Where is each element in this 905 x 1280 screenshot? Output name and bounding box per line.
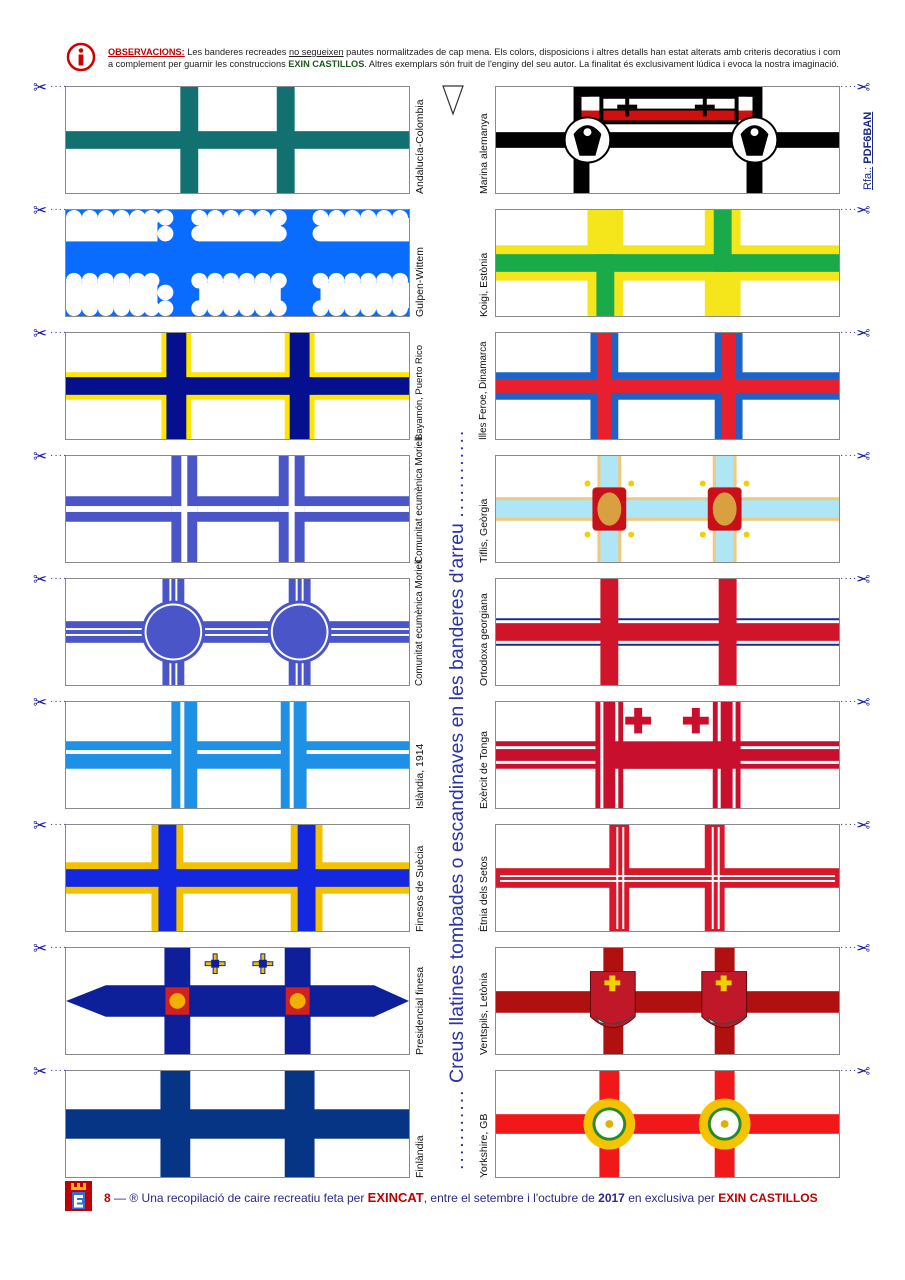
scissors-icon: ✂ bbox=[33, 1062, 48, 1081]
cut-line: ···· bbox=[840, 204, 858, 215]
flag-label: Tiflis, Geòrgia bbox=[478, 498, 490, 563]
footer-credits: 8 — ® Una recopilació de caire recreatiu… bbox=[104, 1190, 818, 1205]
flag-ortodoxa-georgiana bbox=[495, 578, 840, 686]
observations-label: OBSERVACIONS: bbox=[108, 47, 185, 57]
flag-morieli-1 bbox=[65, 455, 410, 563]
page-number: 8 bbox=[104, 1191, 111, 1205]
flag-label: Finlàndia bbox=[414, 1135, 426, 1178]
cut-line: ···· bbox=[840, 450, 858, 461]
flag-andalucia-colombia bbox=[65, 86, 410, 194]
scissors-icon: ✂ bbox=[856, 447, 871, 466]
exin-castillos-logo bbox=[65, 1181, 92, 1211]
flag-label: Comunitat ecumènica Morieli bbox=[414, 559, 425, 686]
scissors-icon: ✂ bbox=[856, 324, 871, 343]
flag-label: Ventspils, Letònia bbox=[478, 972, 490, 1055]
cut-line: ···· bbox=[50, 204, 68, 215]
flag-label: Exèrcit de Tonga bbox=[478, 730, 490, 809]
flag-label: Marina alemanya bbox=[478, 113, 490, 194]
flag-bayamon bbox=[65, 332, 410, 440]
flag-label: Islàndia, 1914 bbox=[414, 743, 426, 809]
flag-label: Andalucía-Colombia bbox=[414, 99, 426, 194]
flag-exercit-tonga bbox=[495, 701, 840, 809]
flag-marina-alemanya bbox=[495, 86, 840, 194]
cut-line: ···· bbox=[840, 819, 858, 830]
cut-line: ···· bbox=[50, 1065, 68, 1076]
scissors-icon: ✂ bbox=[33, 324, 48, 343]
cut-line: ···· bbox=[50, 573, 68, 584]
scissors-icon: ✂ bbox=[856, 693, 871, 712]
scissors-icon: ✂ bbox=[856, 939, 871, 958]
flag-koigi bbox=[495, 209, 840, 317]
info-circle-icon bbox=[66, 42, 96, 72]
cut-line: ···· bbox=[50, 696, 68, 707]
flag-label: Ortodoxa georgiana bbox=[478, 593, 490, 686]
scissors-icon: ✂ bbox=[856, 570, 871, 589]
cut-line: ···· bbox=[840, 1065, 858, 1076]
scissors-icon: ✂ bbox=[33, 570, 48, 589]
cut-line: ···· bbox=[50, 942, 68, 953]
flag-label: Finesos de Suècia bbox=[414, 845, 426, 932]
triangle-marker-icon bbox=[442, 85, 464, 116]
flag-illes-feroe bbox=[495, 332, 840, 440]
cut-line: ···· bbox=[50, 327, 68, 338]
cut-line: ···· bbox=[50, 819, 68, 830]
scissors-icon: ✂ bbox=[33, 816, 48, 835]
flag-label: Ètnia dels Setos bbox=[478, 856, 490, 932]
scissors-icon: ✂ bbox=[33, 78, 48, 97]
cut-line: ···· bbox=[50, 81, 68, 92]
flag-presidencial-finesa bbox=[65, 947, 410, 1055]
scissors-icon: ✂ bbox=[856, 1062, 871, 1081]
flag-islandia-1914 bbox=[65, 701, 410, 809]
flag-ventspils bbox=[495, 947, 840, 1055]
flag-label: Bayamón, Puerto Rico bbox=[414, 344, 425, 440]
flag-label: Illes Feroe, Dinamarca bbox=[478, 341, 489, 440]
cut-line: ···· bbox=[840, 81, 858, 92]
cut-line: ···· bbox=[840, 696, 858, 707]
flag-label: Presidencial finesa bbox=[414, 966, 426, 1055]
flag-finlandia bbox=[65, 1070, 410, 1178]
scissors-icon: ✂ bbox=[33, 447, 48, 466]
flag-label: Yorkshire, GB bbox=[478, 1113, 490, 1178]
flag-label: Gulpen-Wittem bbox=[414, 246, 426, 317]
cut-line: ···· bbox=[840, 573, 858, 584]
flag-finesos-suecia bbox=[65, 824, 410, 932]
observations-note: OBSERVACIONS: Les banderes recreades no … bbox=[108, 47, 841, 70]
scissors-icon: ✂ bbox=[33, 201, 48, 220]
flag-label: Comunitat ecumènica Morieli bbox=[414, 436, 425, 563]
scissors-icon: ✂ bbox=[856, 201, 871, 220]
flag-etnia-setos bbox=[495, 824, 840, 932]
flag-morieli-2 bbox=[65, 578, 410, 686]
scissors-icon: ✂ bbox=[856, 78, 871, 97]
cut-line: ···· bbox=[840, 942, 858, 953]
flag-yorkshire bbox=[495, 1070, 840, 1178]
flag-tiflis bbox=[495, 455, 840, 563]
flag-gulpen-wittem bbox=[65, 209, 410, 317]
scissors-icon: ✂ bbox=[33, 939, 48, 958]
cut-line: ···· bbox=[840, 327, 858, 338]
scissors-icon: ✂ bbox=[33, 693, 48, 712]
side-title: ........... Creus llatines tombades o es… bbox=[446, 428, 468, 1170]
scissors-icon: ✂ bbox=[856, 816, 871, 835]
flag-label: Koigi, Estònia bbox=[478, 252, 490, 317]
cut-line: ···· bbox=[50, 450, 68, 461]
